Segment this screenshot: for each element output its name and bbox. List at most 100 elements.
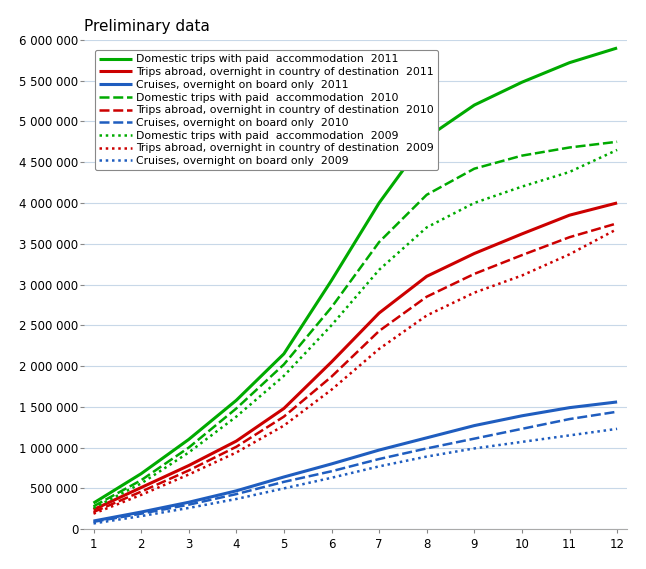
Domestic trips with paid  accommodation  2010 [185,444,193,451]
Cruises, overnight on board only  2010 [566,415,574,422]
Domestic trips with paid  accommodation  2010 [280,361,287,368]
Cruises, overnight on board only  2011 [423,434,431,441]
Domestic trips with paid  accommodation  2010 [518,152,526,159]
Domestic trips with paid  accommodation  2009 [233,413,240,420]
Trips abroad, overnight in country of destination  2009 [328,386,335,393]
Cruises, overnight on board only  2009 [566,432,574,439]
Domestic trips with paid  accommodation  2009 [518,183,526,190]
Trips abroad, overnight in country of destination  2009 [280,422,287,429]
Trips abroad, overnight in country of destination  2011 [280,405,287,412]
Trips abroad, overnight in country of destination  2009 [90,510,98,517]
Trips abroad, overnight in country of destination  2011 [566,212,574,218]
Cruises, overnight on board only  2010 [375,456,383,463]
Trips abroad, overnight in country of destination  2010 [328,373,335,380]
Domestic trips with paid  accommodation  2011 [90,500,98,506]
Trips abroad, overnight in country of destination  2010 [470,270,478,277]
Cruises, overnight on board only  2011 [613,398,621,405]
Trips abroad, overnight in country of destination  2011 [375,310,383,316]
Trips abroad, overnight in country of destination  2010 [518,251,526,258]
Domestic trips with paid  accommodation  2011 [137,471,145,477]
Trips abroad, overnight in country of destination  2010 [566,234,574,241]
Cruises, overnight on board only  2010 [470,435,478,442]
Domestic trips with paid  accommodation  2010 [328,304,335,311]
Cruises, overnight on board only  2011 [233,488,240,494]
Trips abroad, overnight in country of destination  2011 [613,200,621,207]
Cruises, overnight on board only  2010 [423,445,431,452]
Domestic trips with paid  accommodation  2010 [137,477,145,484]
Trips abroad, overnight in country of destination  2010 [90,509,98,516]
Domestic trips with paid  accommodation  2010 [423,191,431,198]
Cruises, overnight on board only  2009 [137,513,145,519]
Trips abroad, overnight in country of destination  2009 [233,449,240,456]
Cruises, overnight on board only  2009 [470,445,478,452]
Domestic trips with paid  accommodation  2009 [375,266,383,273]
Domestic trips with paid  accommodation  2010 [90,503,98,510]
Cruises, overnight on board only  2009 [613,426,621,432]
Cruises, overnight on board only  2010 [233,490,240,497]
Domestic trips with paid  accommodation  2009 [90,505,98,512]
Cruises, overnight on board only  2010 [328,468,335,475]
Domestic trips with paid  accommodation  2010 [470,165,478,172]
Cruises, overnight on board only  2011 [280,473,287,480]
Trips abroad, overnight in country of destination  2011 [328,358,335,365]
Line: Domestic trips with paid  accommodation  2010: Domestic trips with paid accommodation 2… [94,142,617,506]
Cruises, overnight on board only  2009 [185,505,193,512]
Domestic trips with paid  accommodation  2009 [137,480,145,487]
Trips abroad, overnight in country of destination  2009 [470,289,478,296]
Domestic trips with paid  accommodation  2010 [375,238,383,245]
Cruises, overnight on board only  2009 [518,439,526,446]
Domestic trips with paid  accommodation  2011 [233,397,240,404]
Domestic trips with paid  accommodation  2011 [470,102,478,109]
Cruises, overnight on board only  2010 [613,409,621,415]
Trips abroad, overnight in country of destination  2011 [185,462,193,469]
Cruises, overnight on board only  2011 [328,460,335,467]
Trips abroad, overnight in country of destination  2011 [470,250,478,257]
Trips abroad, overnight in country of destination  2009 [185,471,193,478]
Trips abroad, overnight in country of destination  2010 [280,413,287,420]
Domestic trips with paid  accommodation  2009 [280,373,287,380]
Trips abroad, overnight in country of destination  2010 [233,443,240,450]
Domestic trips with paid  accommodation  2011 [375,200,383,207]
Domestic trips with paid  accommodation  2009 [613,146,621,153]
Domestic trips with paid  accommodation  2010 [566,144,574,151]
Trips abroad, overnight in country of destination  2010 [613,220,621,226]
Trips abroad, overnight in country of destination  2011 [518,230,526,237]
Cruises, overnight on board only  2010 [280,479,287,485]
Domestic trips with paid  accommodation  2011 [613,44,621,51]
Trips abroad, overnight in country of destination  2009 [518,272,526,279]
Domestic trips with paid  accommodation  2011 [280,351,287,357]
Domestic trips with paid  accommodation  2011 [185,436,193,443]
Trips abroad, overnight in country of destination  2009 [423,312,431,319]
Cruises, overnight on board only  2011 [185,499,193,506]
Trips abroad, overnight in country of destination  2010 [423,294,431,300]
Cruises, overnight on board only  2011 [470,422,478,429]
Domestic trips with paid  accommodation  2010 [233,405,240,412]
Cruises, overnight on board only  2011 [375,447,383,453]
Trips abroad, overnight in country of destination  2011 [423,273,431,280]
Line: Cruises, overnight on board only  2011: Cruises, overnight on board only 2011 [94,402,617,521]
Domestic trips with paid  accommodation  2011 [423,134,431,141]
Domestic trips with paid  accommodation  2009 [423,224,431,231]
Domestic trips with paid  accommodation  2011 [518,79,526,86]
Cruises, overnight on board only  2010 [518,426,526,432]
Cruises, overnight on board only  2010 [185,501,193,508]
Cruises, overnight on board only  2010 [90,518,98,525]
Trips abroad, overnight in country of destination  2009 [613,226,621,233]
Cruises, overnight on board only  2009 [375,463,383,470]
Line: Cruises, overnight on board only  2009: Cruises, overnight on board only 2009 [94,429,617,523]
Trips abroad, overnight in country of destination  2010 [185,467,193,474]
Cruises, overnight on board only  2009 [280,485,287,492]
Trips abroad, overnight in country of destination  2009 [566,251,574,258]
Trips abroad, overnight in country of destination  2009 [375,345,383,352]
Trips abroad, overnight in country of destination  2011 [137,484,145,491]
Domestic trips with paid  accommodation  2011 [328,277,335,284]
Cruises, overnight on board only  2011 [90,518,98,525]
Cruises, overnight on board only  2010 [137,510,145,517]
Line: Domestic trips with paid  accommodation  2009: Domestic trips with paid accommodation 2… [94,150,617,508]
Line: Domestic trips with paid  accommodation  2011: Domestic trips with paid accommodation 2… [94,48,617,503]
Cruises, overnight on board only  2009 [423,453,431,460]
Cruises, overnight on board only  2011 [137,509,145,516]
Trips abroad, overnight in country of destination  2011 [90,506,98,513]
Line: Trips abroad, overnight in country of destination  2010: Trips abroad, overnight in country of de… [94,223,617,512]
Cruises, overnight on board only  2009 [233,496,240,502]
